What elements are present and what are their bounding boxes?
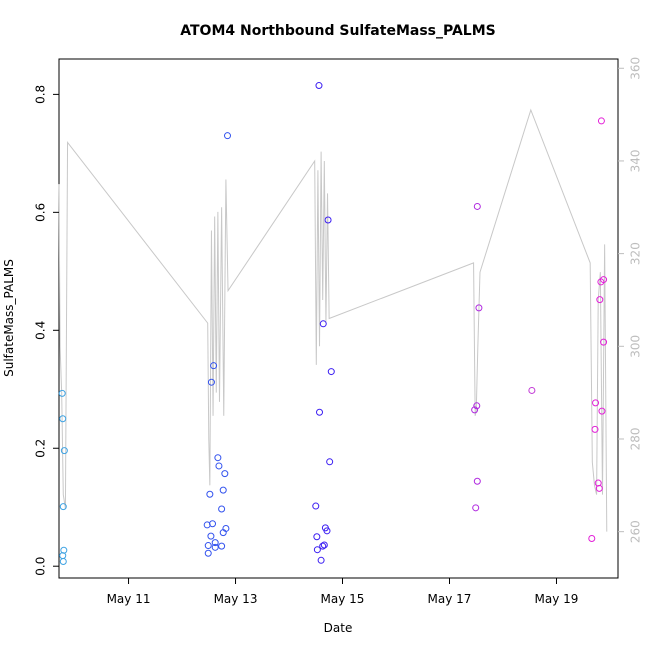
data-point	[317, 556, 325, 564]
y-axis-right: 260 280 300 320 340 360	[618, 57, 643, 543]
scatter-points-group	[58, 82, 608, 565]
data-point	[210, 362, 218, 370]
data-point	[598, 407, 606, 415]
y-axis-left: 0.0 0.2 0.4 0.6 0.8	[34, 85, 59, 576]
y2-tick-label: 300	[629, 335, 643, 358]
altitude-line	[58, 108, 608, 532]
plot-frame	[58, 58, 619, 579]
y-tick-label: 0.0	[34, 557, 48, 576]
data-point	[471, 406, 479, 414]
data-point	[312, 502, 320, 510]
data-point	[472, 504, 480, 512]
data-point	[597, 278, 605, 286]
data-point	[313, 533, 321, 541]
x-axis: May 11 May 13 May 15 May 17 May 19	[107, 578, 579, 606]
altitude-line-group	[58, 108, 608, 532]
data-point	[592, 399, 600, 407]
data-point	[315, 82, 323, 90]
data-point	[224, 132, 231, 140]
y2-tick-label: 320	[629, 242, 643, 265]
y-tick-label: 0.4	[34, 321, 48, 340]
y-tick-label: 0.2	[34, 439, 48, 458]
data-point	[326, 458, 334, 466]
data-point	[475, 304, 483, 312]
y2-tick-label: 280	[629, 428, 643, 451]
data-point	[473, 202, 481, 210]
data-point	[58, 389, 66, 397]
x-tick-label: May 19	[535, 592, 579, 606]
data-point	[324, 216, 332, 224]
data-point	[215, 462, 223, 470]
data-point	[473, 477, 481, 485]
data-point	[319, 320, 327, 328]
data-point	[219, 486, 227, 494]
data-point	[595, 484, 603, 492]
x-tick-label: May 11	[107, 592, 151, 606]
data-point	[211, 543, 219, 551]
data-point	[588, 534, 596, 542]
y2-tick-label: 360	[629, 57, 643, 80]
x-tick-label: May 13	[214, 592, 258, 606]
data-point	[219, 529, 227, 537]
x-tick-label: May 15	[321, 592, 365, 606]
data-point	[316, 408, 324, 416]
y-tick-label: 0.6	[34, 203, 48, 222]
data-point	[221, 470, 229, 478]
data-point	[320, 541, 328, 549]
data-point	[313, 546, 321, 554]
data-point	[59, 503, 67, 511]
data-point	[218, 505, 226, 513]
data-point	[204, 549, 212, 557]
data-point	[218, 542, 226, 550]
data-point	[600, 338, 608, 346]
y2-tick-label: 260	[629, 520, 643, 543]
data-point	[59, 415, 67, 423]
data-point	[473, 402, 481, 410]
data-point	[60, 447, 68, 455]
data-point	[214, 454, 222, 462]
y2-tick-label: 340	[629, 149, 643, 172]
data-point	[323, 527, 331, 535]
x-tick-label: May 17	[428, 592, 472, 606]
data-point	[204, 542, 212, 550]
data-point	[206, 490, 214, 498]
data-point	[211, 539, 219, 547]
data-point	[528, 386, 536, 394]
data-point	[207, 378, 215, 386]
data-point	[591, 425, 599, 433]
data-point	[203, 521, 211, 529]
data-point	[594, 479, 602, 487]
data-point	[319, 542, 327, 550]
data-point	[207, 532, 215, 540]
data-point	[597, 117, 605, 125]
data-point	[60, 546, 68, 554]
chart-title: ATOM4 Northbound SulfateMass_PALMS	[180, 23, 495, 39]
data-point	[59, 557, 67, 565]
y-axis-label: SulfateMass_PALMS	[2, 259, 16, 377]
data-point	[596, 296, 604, 304]
x-axis-label: Date	[324, 621, 353, 635]
y-tick-label: 0.8	[34, 85, 48, 104]
data-point	[327, 368, 335, 376]
